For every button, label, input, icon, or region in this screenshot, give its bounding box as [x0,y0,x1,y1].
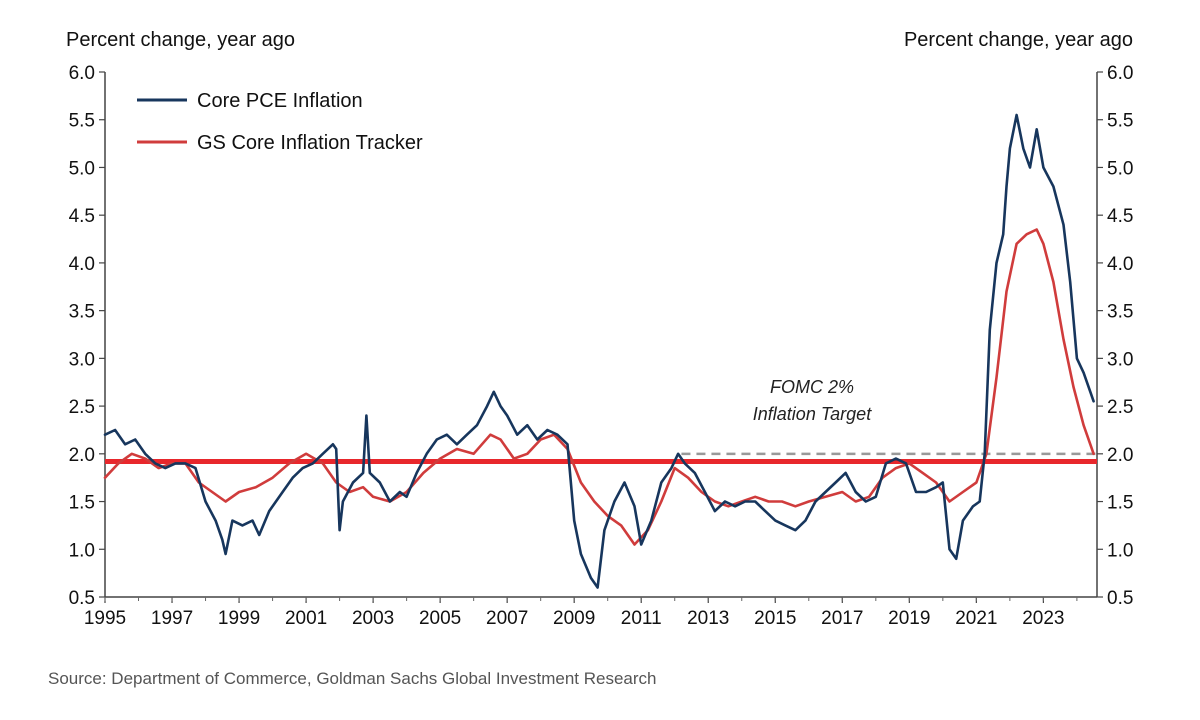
left-y-tick-label: 4.5 [69,206,95,227]
left-axis-title: Percent change, year ago [66,29,295,51]
reference-lines [105,452,1097,464]
x-tick-label: 2015 [754,608,796,629]
legend-label-core-pce: Core PCE Inflation [197,90,363,112]
left-y-tick-label: 4.0 [69,254,95,275]
right-y-tick-label: 6.0 [1107,63,1133,84]
left-y-tick-label: 1.0 [69,540,95,561]
x-tick-label: 2001 [285,608,327,629]
right-y-tick-label: 0.5 [1107,588,1133,609]
legend-label-gs-tracker: GS Core Inflation Tracker [197,132,423,154]
left-y-tick-label: 0.5 [69,588,95,609]
right-y-tick-label: 4.5 [1107,206,1133,227]
x-tick-label: 1995 [84,608,126,629]
x-tick-label: 2009 [553,608,595,629]
x-tick-label: 2003 [352,608,394,629]
x-tick-label: 2011 [621,608,662,629]
right-y-tick-label: 5.0 [1107,158,1133,179]
right-y-tick-label: 2.5 [1107,397,1133,418]
left-y-tick-label: 5.0 [69,158,95,179]
x-tick-label: 2007 [486,608,528,629]
right-y-tick-label: 1.5 [1107,493,1133,514]
fomc-annotation: FOMC 2% Inflation Target [753,377,872,424]
annotation-line-1: FOMC 2% [770,377,854,397]
left-y-tick-label: 3.5 [69,302,95,323]
series-line-core-pce [103,113,1095,589]
axes: 6.0 6.0 5.5 5.5 5.0 5.0 4.5 4.5 4.0 4.0 3.5 3.5 3.0 3… [69,63,1134,629]
left-y-tick-label: 6.0 [69,63,95,84]
right-y-tick-label: 1.0 [1107,540,1133,561]
right-y-tick-label: 2.0 [1107,445,1133,466]
x-tick-label: 2023 [1022,608,1064,629]
right-y-tick-label: 4.0 [1107,254,1133,275]
series-lines [103,113,1095,589]
right-y-tick-label: 3.0 [1107,349,1133,370]
left-y-tick-label: 1.5 [69,493,95,514]
left-y-tick-label: 2.5 [69,397,95,418]
right-axis-title: Percent change, year ago [904,29,1133,51]
left-y-tick-label: 2.0 [69,445,95,466]
source-note: Source: Department of Commerce, Goldman … [48,669,657,688]
x-tick-label: 2021 [955,608,997,629]
left-y-tick-label: 5.5 [69,111,95,132]
legend: Core PCE Inflation GS Core Inflation Tra… [137,90,423,154]
x-tick-label: 2019 [888,608,930,629]
annotation-line-2: Inflation Target [753,404,872,424]
x-tick-label: 2013 [687,608,729,629]
right-y-tick-label: 5.5 [1107,111,1133,132]
left-y-tick-label: 3.0 [69,349,95,370]
x-tick-label: 1999 [218,608,260,629]
x-tick-label: 2005 [419,608,461,629]
x-tick-label: 2017 [821,608,863,629]
right-y-tick-label: 3.5 [1107,302,1133,323]
x-tick-label: 1997 [151,608,193,629]
